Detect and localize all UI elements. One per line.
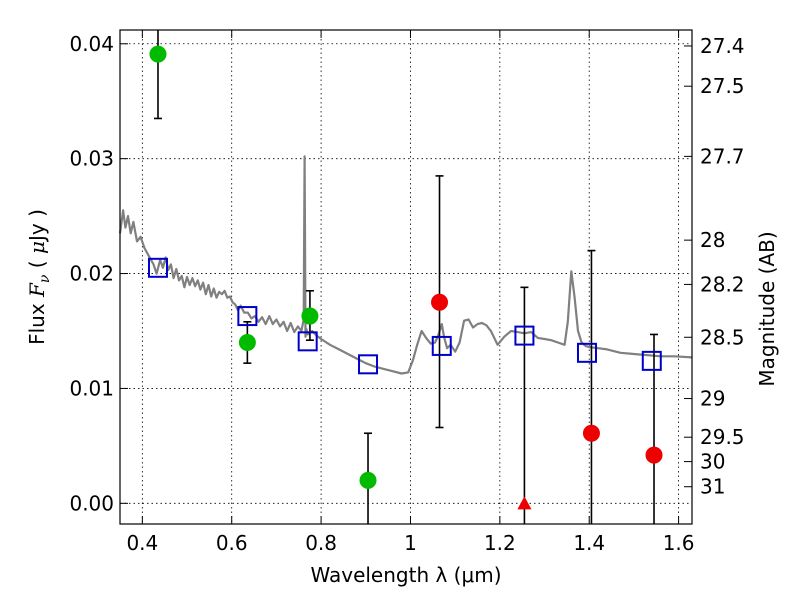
data-point-green [301, 307, 319, 325]
x-tick-label: 1.2 [484, 531, 516, 555]
x-tick-label: 1.6 [663, 531, 695, 555]
y-axis-label-part: ν [37, 274, 53, 283]
mag-tick-label: 30 [700, 450, 725, 474]
y-axis-label-part: ( [25, 254, 49, 275]
y-tick-label: 0.04 [69, 32, 114, 56]
y-tick-label: 0.01 [69, 376, 114, 400]
x-tick-label: 1.4 [573, 531, 605, 555]
data-points [147, 30, 663, 524]
model-spectrum-line [118, 155, 693, 375]
model-photometry-square [297, 331, 318, 352]
y-tick-label: 0.02 [69, 262, 114, 286]
x-tick-label: 0.8 [305, 531, 337, 555]
y-tick-label: 0.00 [69, 491, 114, 515]
model-photometry-square [431, 335, 452, 356]
axis-ticks [120, 30, 692, 524]
y-axis-label-part: Flux [25, 297, 49, 345]
y-tick-label: 0.03 [69, 147, 114, 171]
mag-tick-label: 27.5 [700, 74, 745, 98]
axis-tick-labels: 0.4 0.6 0.8 1 1.2 1.4 1.6 0.00 0.01 0.02 0.03 0.04 2… [69, 32, 744, 555]
model-photometry-square [514, 325, 535, 346]
model-photometry-square [641, 350, 662, 371]
y2-axis-label: Magnitude (AB) [755, 231, 779, 386]
x-tick-label: 1 [404, 531, 417, 555]
model-photometry-square [576, 342, 597, 363]
x-axis-label: Wavelength λ (μm) [310, 563, 501, 587]
x-tick-label: 0.6 [216, 531, 248, 555]
plot-frame [119, 29, 693, 525]
data-point-green [149, 45, 167, 63]
y-axis-label: Flux Fν ( μJy ) [25, 209, 53, 345]
data-point-green [238, 333, 256, 351]
grid [120, 30, 692, 524]
data-point-red [431, 293, 449, 311]
mag-tick-label: 28.5 [700, 325, 745, 349]
model-spectrum [118, 155, 693, 375]
model-photometry-square [358, 354, 379, 375]
data-point-red [582, 424, 600, 442]
model-photometry-square [147, 257, 168, 278]
mag-tick-label: 29.5 [700, 425, 745, 449]
y-axis-label-part: Jy ) [25, 209, 49, 243]
data-point-green [359, 471, 377, 489]
mag-tick-label: 28 [700, 228, 725, 252]
mag-tick-label: 29 [700, 387, 725, 411]
mag-tick-label: 31 [700, 475, 725, 499]
mag-tick-label: 28.2 [700, 272, 745, 296]
mag-tick-label: 27.4 [700, 34, 745, 58]
upper-limit-marker [517, 496, 532, 510]
mag-tick-label: 27.7 [700, 144, 745, 168]
x-tick-label: 0.4 [126, 531, 158, 555]
y-axis-label-part: F [25, 282, 49, 298]
y-axis-label-part: μ [25, 241, 49, 254]
data-point-red [645, 446, 663, 464]
model-photometry-square [237, 306, 258, 327]
